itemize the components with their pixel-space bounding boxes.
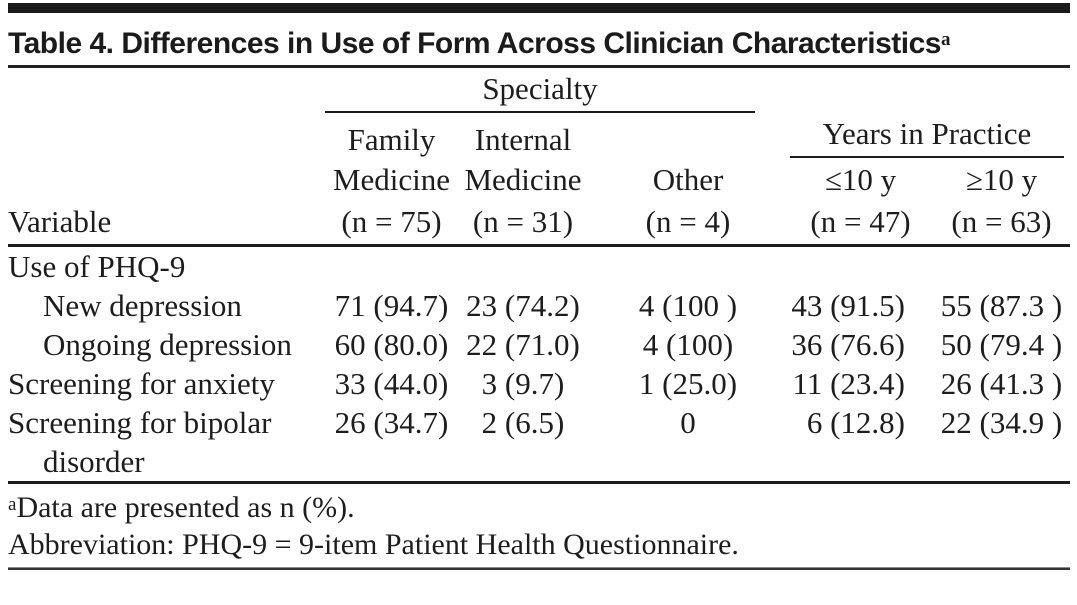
data-cell: 0 (680, 405, 696, 440)
data-cell: 23 (74.2) (466, 288, 580, 323)
footnote-abbreviation: Abbreviation: PHQ-9 = 9-item Patient Hea… (8, 528, 739, 561)
col-header-le10y: ≤10 y (824, 162, 897, 197)
spacer-cell (588, 113, 788, 158)
data-cell (933, 246, 1070, 287)
specialty-group-cell: Specialty (325, 68, 788, 113)
table-row-screening-anxiety: Screening for anxiety 33 (44.0) 3 (9.7) … (8, 364, 1070, 403)
data-cell: 26 (41.3 ) (940, 366, 1063, 401)
data-cell: 4 (100) (642, 327, 734, 362)
data-cell (458, 246, 588, 287)
col-header-le10y-n: (n = 47) (788, 198, 933, 247)
col-header-family-n: (n = 75) (325, 198, 458, 247)
col-header-internal-line1: Internal (474, 122, 572, 157)
spacer-cell (8, 68, 325, 113)
spacer-cell (8, 113, 325, 158)
col-header-other-n: (n = 4) (588, 198, 788, 247)
bottom-rule-bar (8, 567, 1070, 570)
row-label: Screening for anxiety (8, 366, 275, 401)
column-header-row-n: Variable (n = 75) (n = 31) (n = 4) (n = … (8, 198, 1070, 247)
data-cell: 33 (44.0) (334, 366, 449, 401)
data-cell (588, 246, 788, 287)
table-footnotes: aData are presented as n (%). Abbreviati… (8, 489, 1070, 563)
specialty-group-header: Specialty (325, 71, 755, 113)
table-header: Specialty Family Internal Years in Pract… (8, 68, 1070, 247)
data-cell: 60 (80.0) (334, 327, 449, 362)
data-cell: 43 (91.5) (791, 288, 905, 323)
data-cell (325, 246, 458, 287)
col-header-internal-n: (n = 31) (458, 198, 588, 247)
data-cell: 22 (71.0) (466, 327, 580, 362)
row-label: Screening for bipolar disorder (8, 405, 272, 479)
spanner-row-years: Family Internal Years in Practice (8, 113, 1070, 158)
spacer-cell (788, 68, 1070, 113)
data-cell: 3 (9.7) (481, 366, 565, 401)
years-group-header: Years in Practice (790, 116, 1064, 158)
table-title-text: Table 4. Differences in Use of Form Acro… (8, 27, 942, 60)
top-rule-bar (8, 3, 1070, 13)
col-header-internal-line2: Medicine (464, 162, 582, 197)
data-table: Specialty Family Internal Years in Pract… (8, 68, 1070, 484)
footnote-a: aData are presented as n (%). (8, 489, 1070, 526)
table-row-ongoing-depression: Ongoing depression 60 (80.0) 22 (71.0) 4… (8, 325, 1070, 364)
row-label: Ongoing depression (43, 327, 292, 362)
footnote-a-marker: a (8, 494, 17, 515)
data-cell: 26 (34.7) (334, 405, 449, 440)
table-body: Use of PHQ-9 New depression 71 (94.7) 23… (8, 246, 1070, 483)
data-cell: 11 (23.4) (792, 366, 906, 401)
col-header-other: Other (652, 162, 724, 197)
data-cell: 1 (25.0) (638, 366, 738, 401)
variable-header: Variable (8, 198, 325, 247)
data-cell: 55 (87.3 ) (940, 288, 1063, 323)
table-title-footnote-marker: a (941, 29, 951, 50)
spacer-cell (8, 158, 325, 198)
years-group-cell: Years in Practice (788, 113, 1070, 158)
data-cell: 6 (12.8) (806, 405, 905, 440)
data-cell: 36 (76.6) (791, 327, 905, 362)
table-title: Table 4. Differences in Use of Form Acro… (8, 25, 1008, 62)
title-divider-rule (8, 65, 1070, 68)
data-cell: 71 (94.7) (334, 288, 449, 323)
footnote-a-text: Data are presented as n (%). (16, 491, 355, 524)
table-row-screening-bipolar: Screening for bipolar disorder 26 (34.7)… (8, 403, 1070, 483)
data-cell: 50 (79.4 ) (940, 327, 1063, 362)
row-label: New depression (43, 288, 242, 323)
table-row-new-depression: New depression 71 (94.7) 23 (74.2) 4 (10… (8, 286, 1070, 325)
spanner-row-specialty: Specialty (8, 68, 1070, 113)
data-cell: 2 (6.5) (481, 405, 565, 440)
table-row-use-of-phq9: Use of PHQ-9 (8, 246, 1070, 287)
col-header-ge10y: ≥10 y (965, 162, 1038, 197)
data-cell (788, 246, 933, 287)
data-cell: 22 (34.9 ) (940, 405, 1063, 440)
col-header-ge10y-n: (n = 63) (933, 198, 1070, 247)
data-cell: 4 (100 ) (638, 288, 738, 323)
col-header-family-line2: Medicine (332, 162, 451, 197)
row-label: Use of PHQ-9 (8, 249, 186, 284)
column-header-row-line2: Medicine Medicine Other ≤10 y ≥10 y (8, 158, 1070, 198)
col-header-family-line1: Family (347, 122, 436, 157)
